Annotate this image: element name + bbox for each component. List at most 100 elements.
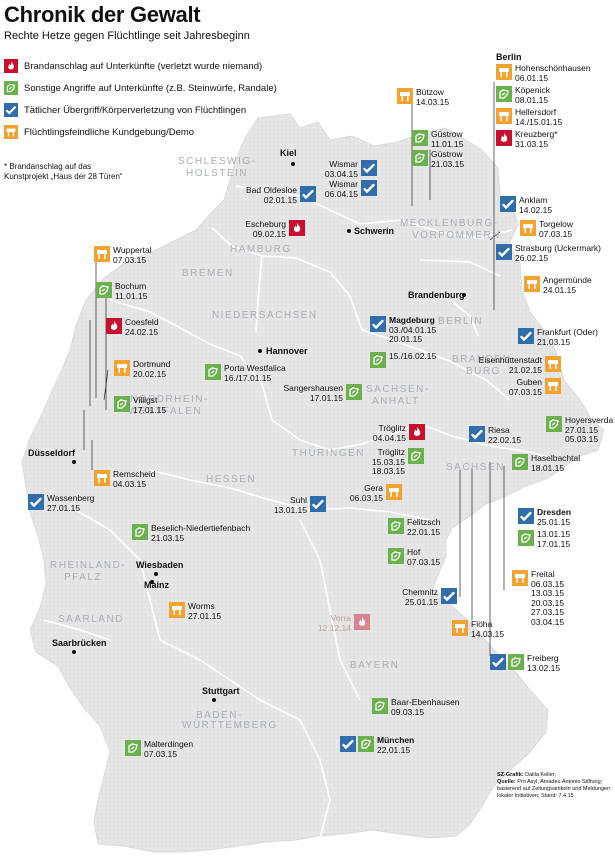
- city-label-wiesbaden: Wiesbaden: [136, 560, 184, 570]
- banner-icon: [545, 378, 561, 394]
- legend-label: Flüchtlingsfeindliche Kundgebung/Demo: [24, 126, 195, 138]
- stone-icon: [125, 740, 141, 756]
- event-date: 14.03.15: [416, 96, 450, 107]
- event-marker: Malterdingen 07.03.15: [125, 739, 193, 759]
- event-icons: [496, 108, 512, 124]
- event-place: Hoyersverda: [565, 415, 614, 425]
- event-icons: [289, 220, 305, 236]
- event-icons: [340, 736, 374, 752]
- event-text: Bochum 11.01.15: [115, 281, 147, 301]
- event-icons: [106, 318, 122, 334]
- page-title: Chronik der Gewalt: [4, 2, 201, 27]
- event-text: Angermünde 24.01.15: [543, 275, 592, 295]
- event-marker: 15./16.02.15: [370, 351, 436, 368]
- region-label: HESSEN: [206, 474, 257, 485]
- legend: Brandanschlag auf Unterkünfte (verletzt …: [4, 56, 277, 144]
- fist-icon: [496, 244, 512, 260]
- flame-icon: [4, 59, 18, 73]
- event-text: Malterdingen 07.03.15: [144, 739, 193, 759]
- event-icons: [409, 424, 425, 440]
- event-marker: Hellersdorf 14./15.01.15: [496, 107, 591, 127]
- event-marker: Wismar 06.04.15: [325, 179, 377, 199]
- event-text: Hellersdorf 14./15.01.15: [515, 107, 562, 127]
- event-icons: [354, 614, 370, 630]
- event-date: 08.01.15: [515, 94, 549, 105]
- event-marker: Freiberg 13.02.15: [490, 653, 561, 673]
- event-date: 03.04.15: [531, 616, 565, 627]
- event-icons: [96, 282, 112, 298]
- event-icons: [114, 396, 130, 412]
- event-date: 21.03.15: [431, 158, 465, 169]
- region-label: BRANDEN-: [452, 354, 517, 365]
- city-label-kiel: Kiel: [280, 148, 297, 158]
- banner-icon: [524, 276, 540, 292]
- banner-icon: [545, 356, 561, 372]
- event-marker: Angermünde 24.01.15: [524, 275, 592, 295]
- banner-icon: [94, 470, 110, 486]
- event-date: 09.03.15: [391, 706, 425, 717]
- event-place: Bützow: [416, 87, 444, 97]
- credit-line-3: basierend auf Zeitungsartikeln und Meldu…: [497, 786, 611, 792]
- event-date: 15.03.15: [371, 456, 405, 467]
- stone-icon: [132, 524, 148, 540]
- event-place: Anklam: [519, 195, 548, 205]
- event-marker: Kreuzberg* 31.03.15: [496, 129, 591, 149]
- event-place: Strasburg (Uckermark): [515, 243, 601, 253]
- banner-icon: [520, 220, 536, 236]
- stone-icon: [412, 130, 428, 146]
- event-date: 05.03.15: [565, 434, 599, 444]
- flame-icon: [409, 424, 425, 440]
- event-place: Wuppertal: [113, 245, 152, 255]
- stone-icon: [408, 448, 424, 464]
- event-text: 15./16.02.15: [389, 351, 436, 362]
- legend-label: Sonstige Angriffe auf Unterkünfte (z.B. …: [24, 82, 277, 94]
- fist-icon: [361, 180, 377, 196]
- stone-icon: [346, 384, 362, 400]
- region-label: WESTFALEN: [128, 406, 203, 417]
- event-icons: [372, 698, 388, 714]
- region-label: THÜRINGEN: [292, 448, 365, 459]
- event-place: Beselich-Niedertiefenbach: [151, 523, 251, 533]
- event-text: Haselbachtal 18.01.15: [531, 453, 580, 473]
- event-icons: [546, 416, 562, 432]
- event-marker: Torgelow 07.03.15: [520, 219, 574, 239]
- event-icons: [388, 518, 404, 534]
- event-icons: [496, 130, 512, 146]
- event-marker: Remscheid 04.03.15: [94, 469, 156, 489]
- event-marker: Dortmund 20.02.15: [114, 359, 170, 379]
- event-place: Escheburg: [245, 219, 286, 229]
- event-date: 04.04.15: [372, 432, 406, 443]
- event-icons: [300, 186, 316, 202]
- event-place: Hof: [407, 547, 421, 557]
- event-date: 14.02.15: [519, 204, 553, 215]
- banner-icon: [512, 570, 528, 586]
- event-date: 14.03.15: [471, 628, 505, 639]
- stone-icon: [372, 698, 388, 714]
- event-text: Kreuzberg* 31.03.15: [515, 129, 558, 149]
- event-text: Bad Oldesloe 02.01.15: [246, 185, 297, 205]
- city-dot: [150, 580, 154, 584]
- region-label: BREMEN: [182, 268, 234, 279]
- event-text: Coesfeld 24.02.15: [125, 317, 159, 337]
- event-date: 24.01.15: [543, 284, 577, 295]
- banner-icon: [452, 620, 468, 636]
- event-place: Torgelow: [539, 219, 574, 229]
- event-marker: Felitzsch 22.01.15: [388, 517, 441, 537]
- event-icons: [545, 378, 561, 394]
- event-text: Köpenick 08.01.15: [515, 85, 550, 105]
- event-date: 13.02.15: [527, 662, 561, 673]
- event-marker: Sangershausen 17.01.15: [283, 383, 362, 403]
- fist-icon: [300, 186, 316, 202]
- fist-icon: [4, 103, 18, 117]
- event-text: Baar-Ebenhausen 09.03.15: [391, 697, 460, 717]
- fist-icon: [500, 196, 516, 212]
- event-text: Suhl 13.01.15: [273, 495, 307, 515]
- event-place: Remscheid: [113, 469, 156, 479]
- event-text: Strasburg (Uckermark) 26.02.15: [515, 243, 601, 263]
- event-place: Güstrow: [431, 149, 463, 159]
- event-text: Beselich-Niedertiefenbach 21.03.15: [151, 523, 251, 543]
- event-place: Angermünde: [543, 275, 592, 285]
- event-marker: Wismar 03.04.15: [325, 159, 377, 179]
- event-date: 13.01.15: [273, 504, 307, 515]
- event-text: Magdeburg 03./04.01.15 20.01.15: [389, 315, 436, 345]
